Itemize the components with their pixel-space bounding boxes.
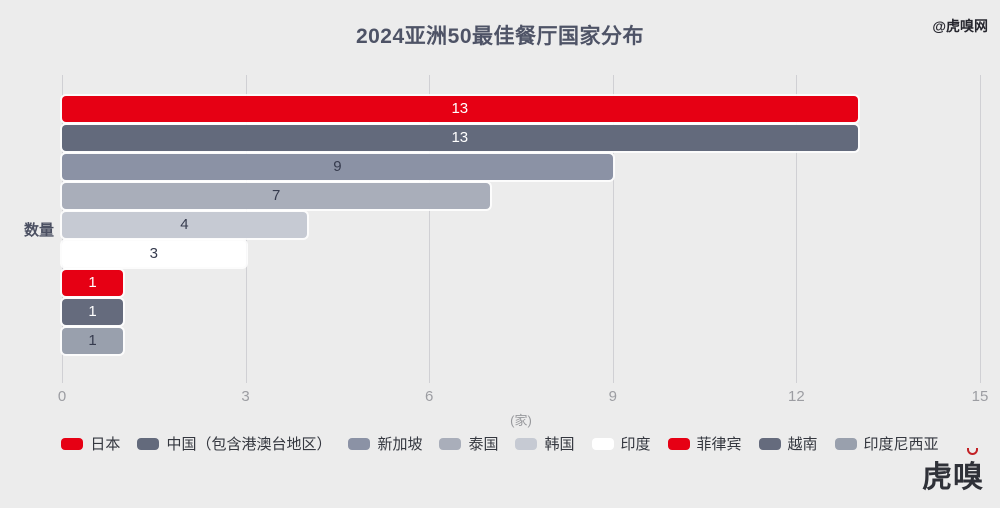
x-axis-tick-labels: 0 3 6 9 12 15 bbox=[58, 388, 989, 408]
legend-item-印度尼西亚: 印度尼西亚 bbox=[834, 433, 939, 454]
bar-series: 13 13 9 7 4 3 1 1 1 bbox=[62, 96, 980, 354]
bar-泰国: 7 bbox=[62, 183, 491, 209]
legend-swatch-icon bbox=[834, 437, 857, 450]
gridline-6 bbox=[429, 75, 431, 383]
x-tick-label-0: 0 bbox=[57, 388, 67, 405]
bar-印度: 3 bbox=[62, 241, 246, 267]
legend-item-日本: 日本 bbox=[61, 433, 120, 454]
logo-text: 虎嗅 bbox=[922, 460, 984, 495]
legend-label: 印度 bbox=[620, 436, 651, 453]
bar-新加坡: 9 bbox=[62, 154, 613, 180]
legend-label: 印度尼西亚 bbox=[863, 436, 939, 453]
x-tick-label-3: 3 bbox=[241, 388, 250, 405]
legend-label: 越南 bbox=[787, 436, 818, 453]
chart-title: 2024亚洲50最佳餐厅国家分布 bbox=[355, 25, 645, 48]
x-axis-unit-label: (家) bbox=[510, 413, 532, 428]
gridline-9 bbox=[612, 75, 614, 383]
legend-swatch-icon bbox=[137, 437, 160, 450]
logo-red-accent-icon bbox=[967, 448, 978, 455]
huxiu-logo: 虎嗅 bbox=[922, 448, 984, 496]
x-tick-label-6: 6 bbox=[425, 388, 434, 405]
plot-area: 13 13 9 7 4 3 1 1 1 bbox=[62, 75, 981, 383]
legend-swatch-icon bbox=[348, 437, 371, 450]
bar-日本: 13 bbox=[62, 96, 858, 122]
legend-label: 新加坡 bbox=[377, 436, 423, 453]
x-tick-label-12: 12 bbox=[788, 388, 805, 405]
legend-swatch-icon bbox=[758, 437, 781, 450]
legend-item-泰国: 泰国 bbox=[439, 433, 498, 454]
legend-item-中国（包含港澳台地区）: 中国（包含港澳台地区） bbox=[137, 433, 331, 454]
legend-item-印度: 印度 bbox=[591, 433, 651, 454]
legend-swatch-icon bbox=[515, 437, 538, 450]
bar-菲律宾: 1 bbox=[62, 270, 124, 296]
x-tick-label-15: 15 bbox=[971, 388, 989, 405]
legend-item-越南: 越南 bbox=[758, 433, 818, 454]
bar-韩国: 4 bbox=[62, 212, 307, 238]
gridline-12 bbox=[796, 75, 798, 383]
legend-label: 韩国 bbox=[544, 436, 575, 453]
legend-swatch-icon bbox=[439, 437, 462, 450]
legend-label: 菲律宾 bbox=[696, 436, 742, 453]
legend-item-韩国: 韩国 bbox=[515, 433, 575, 454]
bar-越南: 1 bbox=[62, 299, 124, 325]
legend: 日本 中国（包含港澳台地区） 新加坡 泰国 韩国 印度 菲律宾 越南 印度尼西亚 bbox=[0, 433, 1000, 454]
bar-印度尼西亚: 1 bbox=[62, 328, 124, 354]
legend-label: 中国（包含港澳台地区） bbox=[166, 436, 332, 453]
legend-item-菲律宾: 菲律宾 bbox=[667, 433, 742, 454]
x-tick-label-9: 9 bbox=[608, 388, 617, 405]
gridline-15 bbox=[980, 75, 981, 383]
legend-label: 泰国 bbox=[468, 436, 499, 453]
watermark-text: @虎嗅网 bbox=[932, 18, 988, 34]
y-axis-label: 数量 bbox=[24, 222, 55, 239]
legend-item-新加坡: 新加坡 bbox=[348, 433, 422, 454]
legend-swatch-icon bbox=[667, 437, 690, 450]
legend-swatch-icon bbox=[591, 437, 614, 450]
legend-swatch-icon bbox=[61, 437, 84, 450]
bar-中国（包含港澳台地区）: 13 bbox=[62, 125, 858, 151]
legend-label: 日本 bbox=[90, 436, 121, 453]
